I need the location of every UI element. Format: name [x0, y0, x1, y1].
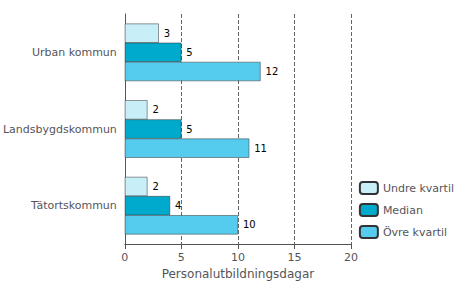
svg-text:Undre kvartil: Undre kvartil — [383, 182, 454, 195]
svg-text:Urban kommun: Urban kommun — [32, 46, 117, 59]
svg-text:15: 15 — [287, 251, 301, 264]
svg-text:5: 5 — [178, 251, 185, 264]
svg-text:Median: Median — [383, 204, 423, 217]
svg-text:12: 12 — [266, 66, 279, 77]
svg-text:5: 5 — [186, 124, 192, 135]
svg-text:3: 3 — [164, 28, 170, 39]
svg-text:5: 5 — [186, 47, 192, 58]
svg-text:Tätortskommun: Tätortskommun — [30, 199, 117, 212]
svg-text:10: 10 — [243, 219, 256, 230]
svg-text:Övre kvartil: Övre kvartil — [383, 226, 447, 239]
svg-text:2: 2 — [152, 104, 158, 115]
svg-text:4: 4 — [175, 200, 181, 211]
svg-text:10: 10 — [231, 251, 245, 264]
svg-text:Landsbygdskommun: Landsbygdskommun — [3, 123, 117, 136]
svg-text:11: 11 — [254, 143, 267, 154]
svg-text:20: 20 — [344, 251, 358, 264]
svg-text:Personalutbildningsdagar: Personalutbildningsdagar — [162, 267, 315, 281]
svg-text:0: 0 — [121, 251, 128, 264]
svg-text:2: 2 — [152, 181, 158, 192]
